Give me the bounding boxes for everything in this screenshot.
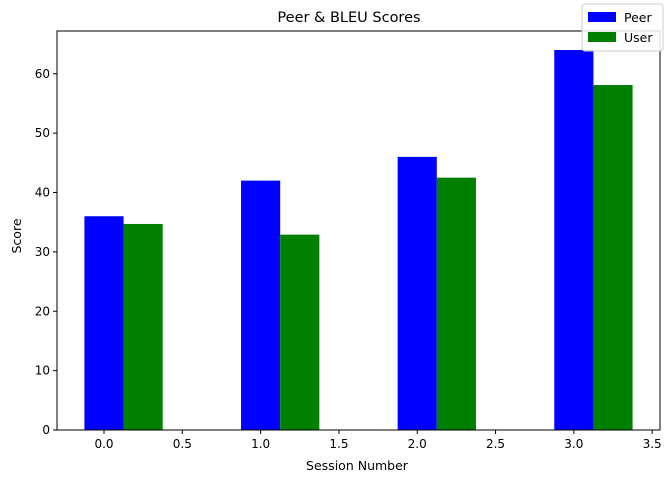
y-axis-ticks: 0 10 20 30 40 50 60 (35, 67, 57, 437)
x-tick-label: 3.0 (564, 437, 583, 451)
legend-swatch-user (588, 32, 616, 42)
x-tick-label: 0.5 (173, 437, 192, 451)
y-tick-label: 10 (35, 364, 50, 378)
x-tick-label: 2.5 (486, 437, 505, 451)
x-tick-label: 2.0 (408, 437, 427, 451)
legend-label-user: User (624, 30, 653, 45)
y-tick-label: 50 (35, 126, 50, 140)
x-axis-ticks: 0.0 0.5 1.0 1.5 2.0 2.5 3.0 3.5 (94, 430, 662, 451)
chart-title: Peer & BLEU Scores (277, 10, 420, 26)
bar-peer-2 (397, 156, 437, 430)
legend-swatch-peer (588, 12, 616, 22)
bar-user-3 (593, 85, 633, 430)
legend: Peer User (581, 3, 664, 52)
y-tick-label: 30 (35, 245, 50, 259)
bar-user-1 (280, 234, 320, 430)
x-tick-label: 3.5 (643, 437, 662, 451)
y-tick-label: 20 (35, 304, 50, 318)
plot-border (56, 30, 661, 431)
x-tick-label: 1.5 (329, 437, 348, 451)
bars-group (84, 50, 633, 430)
plot-frame (56, 30, 661, 431)
legend-label-peer: Peer (624, 10, 652, 25)
bar-user-2 (436, 177, 476, 430)
bar-user-0 (123, 223, 163, 430)
y-tick-label: 60 (35, 67, 50, 81)
bar-peer-0 (84, 216, 124, 430)
x-tick-label: 1.0 (251, 437, 270, 451)
bar-peer-1 (241, 180, 281, 430)
y-axis-label: Score (9, 218, 24, 253)
y-tick-label: 0 (42, 423, 50, 437)
x-axis-label: Session Number (306, 458, 409, 473)
x-tick-label: 0.0 (94, 437, 113, 451)
y-tick-label: 40 (35, 186, 50, 200)
bar-peer-3 (554, 50, 594, 430)
